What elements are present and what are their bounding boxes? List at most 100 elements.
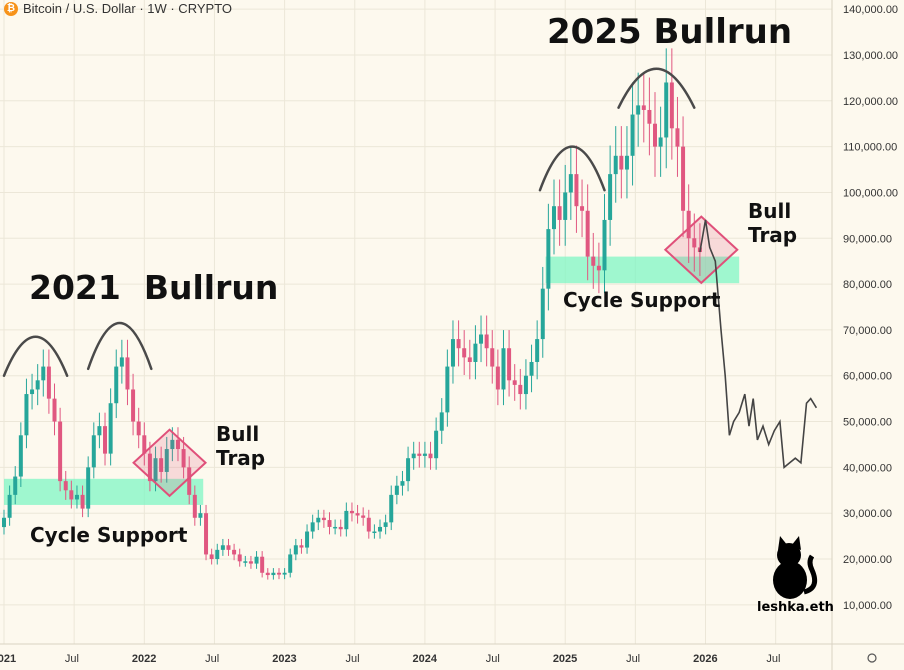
candle [198, 513, 203, 518]
settings-gear-icon[interactable] [867, 653, 877, 663]
candle [450, 339, 455, 367]
candle [2, 517, 6, 528]
candle [299, 545, 304, 548]
candle [164, 449, 169, 472]
candle [248, 561, 253, 564]
candle [7, 494, 12, 518]
y-tick-label: 50,000.00 [843, 417, 892, 429]
candle [74, 494, 79, 500]
candle [608, 174, 613, 220]
y-tick-label: 120,000.00 [843, 96, 898, 108]
candle [321, 517, 326, 521]
chart-header: ₿ Bitcoin / U.S. Dollar · 1W · CRYPTO [4, 1, 232, 16]
candle [41, 366, 46, 381]
candle [349, 510, 354, 514]
cycle-top-arc [86, 322, 153, 371]
x-tick-label: Jul [205, 653, 219, 665]
candle [535, 339, 540, 362]
candle [596, 265, 601, 271]
candle [18, 435, 23, 477]
candle [175, 439, 180, 450]
candle [529, 361, 534, 376]
y-tick-label: 30,000.00 [843, 508, 892, 520]
candle [602, 219, 607, 271]
x-tick-label: Jul [65, 653, 79, 665]
candle [456, 339, 461, 349]
candle [361, 515, 366, 518]
y-tick-label: 70,000.00 [843, 325, 892, 337]
annotation-cycle-support-2021: Cycle Support [30, 523, 188, 547]
candle [563, 192, 568, 220]
projection-line [699, 219, 818, 469]
y-tick-label: 60,000.00 [843, 371, 892, 383]
candle [63, 481, 68, 491]
candle [389, 494, 394, 523]
candle [243, 561, 248, 563]
annotation-2021-bullrun: 2021 Bullrun [29, 268, 279, 307]
candle [613, 155, 618, 175]
y-tick-label: 90,000.00 [843, 233, 892, 245]
candle [265, 572, 270, 576]
candle [271, 572, 276, 576]
candle [215, 549, 220, 560]
bull-trap-line-1: Bull [216, 422, 260, 446]
candle [260, 556, 265, 573]
candle [624, 155, 629, 170]
y-tick-label: 10,000.00 [843, 600, 892, 612]
candle [254, 556, 259, 564]
candle [641, 105, 646, 110]
bull-trap-line-2: Trap [216, 446, 266, 470]
annotation-bull-trap-2025: Bull Trap [748, 199, 797, 247]
candle [86, 467, 91, 509]
watermark: leshka.eth [757, 600, 834, 615]
x-tick-label: 2025 [553, 653, 577, 665]
candle [35, 380, 40, 390]
candle [344, 510, 349, 530]
candle [103, 426, 108, 454]
x-tick-label: Jul [626, 653, 640, 665]
candle [80, 494, 85, 509]
candle [462, 348, 467, 358]
candle [574, 174, 579, 207]
candle [479, 334, 484, 344]
candle [557, 206, 562, 220]
candle [153, 458, 158, 482]
candle [119, 357, 124, 367]
candle [170, 439, 175, 450]
candle [237, 554, 242, 562]
candle [69, 490, 74, 500]
cycle-support-zone [4, 478, 204, 505]
candle [394, 485, 399, 495]
candle [181, 449, 186, 468]
candle [220, 545, 225, 550]
candle [445, 366, 450, 413]
bull-trap-line-1: Bull [748, 199, 792, 223]
candle [338, 526, 343, 530]
candle [580, 206, 585, 211]
candle [585, 210, 590, 257]
x-tick-label: 2023 [272, 653, 296, 665]
candle [400, 481, 405, 486]
candle [630, 114, 635, 156]
candle [495, 366, 500, 390]
candle [209, 554, 214, 560]
candle [484, 334, 489, 349]
candle [159, 458, 164, 472]
candle [507, 348, 512, 381]
candle [293, 545, 298, 555]
candle [551, 206, 556, 230]
candle [540, 288, 545, 340]
candle [97, 426, 102, 436]
x-tick-label: 2024 [413, 653, 438, 665]
y-tick-label: 110,000.00 [843, 142, 897, 154]
candle [187, 467, 192, 495]
candle [473, 343, 478, 362]
y-tick-label: 20,000.00 [843, 554, 892, 566]
candle [327, 520, 332, 527]
candle [142, 435, 147, 454]
candle [653, 123, 658, 147]
candle [417, 453, 422, 456]
candle [518, 384, 523, 395]
candle [568, 174, 573, 193]
